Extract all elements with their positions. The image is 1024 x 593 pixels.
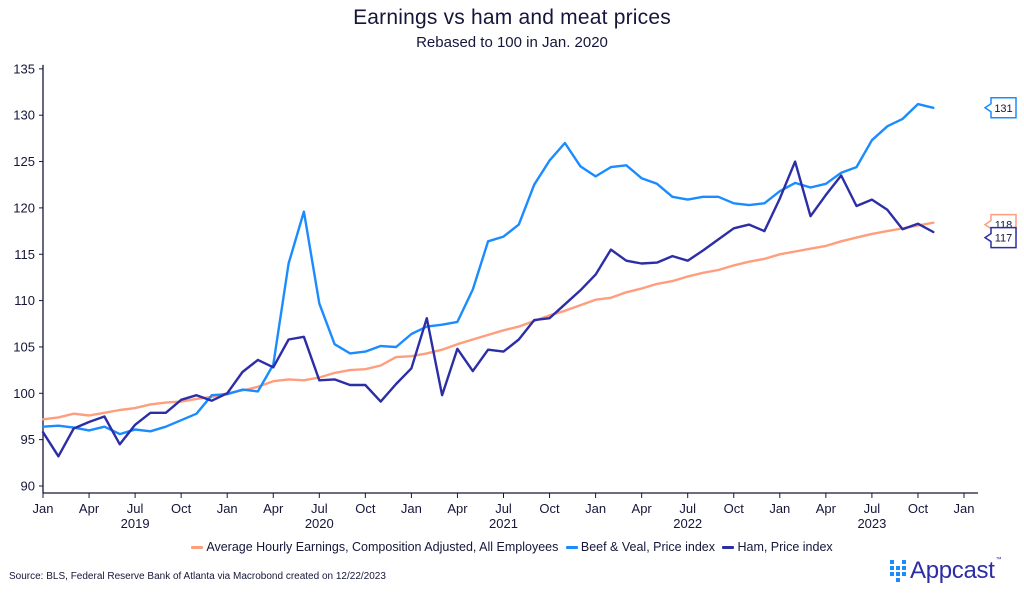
y-tick-label: 100: [13, 386, 35, 401]
y-tick-label: 125: [13, 154, 35, 169]
x-tick-label: Oct: [908, 501, 929, 516]
x-tick-label: Jan: [769, 501, 790, 516]
ham-line: [41, 160, 935, 458]
y-tick-label: 105: [13, 339, 35, 354]
x-tick-label: Apr: [816, 501, 837, 516]
legend-label-earnings: Average Hourly Earnings, Composition Adj…: [206, 540, 559, 554]
y-tick-label: 90: [21, 479, 35, 494]
logo-text: Appcast: [910, 557, 995, 584]
legend-item-ham: Ham, Price index: [722, 540, 833, 554]
x-tick-label: Apr: [447, 501, 468, 516]
x-tick-label: Jul: [679, 501, 696, 516]
chart-title: Earnings vs ham and meat prices: [353, 6, 671, 29]
source-note: Source: BLS, Federal Reserve Bank of Atl…: [9, 571, 386, 582]
earnings-line: [41, 221, 935, 421]
legend-item-beef: Beef & Veal, Price index: [565, 540, 715, 554]
x-year-label: 2020: [305, 516, 334, 531]
y-tick-label: 130: [13, 108, 35, 123]
y-tick-label: 115: [14, 247, 35, 262]
y-tick-label: 135: [13, 61, 35, 76]
series-lines: [41, 102, 935, 458]
x-tick-label: Oct: [355, 501, 376, 516]
legend-swatch-ham: [722, 546, 735, 550]
x-year-label: 2022: [673, 516, 702, 531]
logo-dots-icon: [890, 560, 906, 582]
x-tick-label: Oct: [724, 501, 745, 516]
x-tick-label: Jan: [33, 501, 54, 516]
end-label-box: [983, 97, 1017, 119]
legend: Average Hourly Earnings, Composition Adj…: [0, 540, 1024, 554]
end-label-value: 117: [995, 233, 1013, 245]
x-tick-label: Jan: [585, 501, 606, 516]
x-year-label: 2019: [121, 516, 150, 531]
end-label-box: [983, 226, 1017, 249]
legend-swatch-beef: [565, 546, 578, 550]
x-tick-label: Jul: [864, 501, 881, 516]
x-tick-label: Oct: [539, 501, 560, 516]
x-tick-label: Oct: [171, 501, 192, 516]
beef-veal-line: [41, 102, 935, 436]
y-tick-label: 120: [13, 200, 35, 215]
x-tick-label: Jan: [401, 501, 422, 516]
x-year-label: 2023: [857, 516, 886, 531]
chart-subtitle: Rebased to 100 in Jan. 2020: [416, 34, 608, 51]
legend-swatch-earnings: [191, 546, 204, 550]
x-tick-label: Jan: [954, 501, 975, 516]
axes: 90 95 100 105 110 115 120 125 130 135 Jan Apr Jul Oct…: [13, 61, 978, 531]
x-tick-label: Jul: [127, 501, 144, 516]
x-tick-label: Jan: [217, 501, 238, 516]
x-tick-label: Apr: [632, 501, 653, 516]
x-tick-label: Apr: [263, 501, 284, 516]
legend-label-ham: Ham, Price index: [737, 540, 833, 554]
x-tick-label: Jul: [495, 501, 512, 516]
y-tick-label: 95: [21, 432, 35, 447]
legend-item-earnings: Average Hourly Earnings, Composition Adj…: [191, 540, 558, 554]
logo-trademark: ™: [995, 557, 1002, 563]
end-label-beef-veal: 131: [983, 97, 1017, 119]
legend-label-beef: Beef & Veal, Price index: [580, 540, 715, 554]
end-label-value: 131: [994, 103, 1012, 115]
y-tick-label: 110: [14, 293, 35, 308]
x-year-label: 2021: [489, 516, 518, 531]
x-tick-label: Jul: [311, 501, 328, 516]
x-tick-label: Apr: [79, 501, 100, 516]
end-label-ham: 117: [983, 226, 1017, 249]
appcast-logo: Appcast ™: [890, 557, 1002, 585]
